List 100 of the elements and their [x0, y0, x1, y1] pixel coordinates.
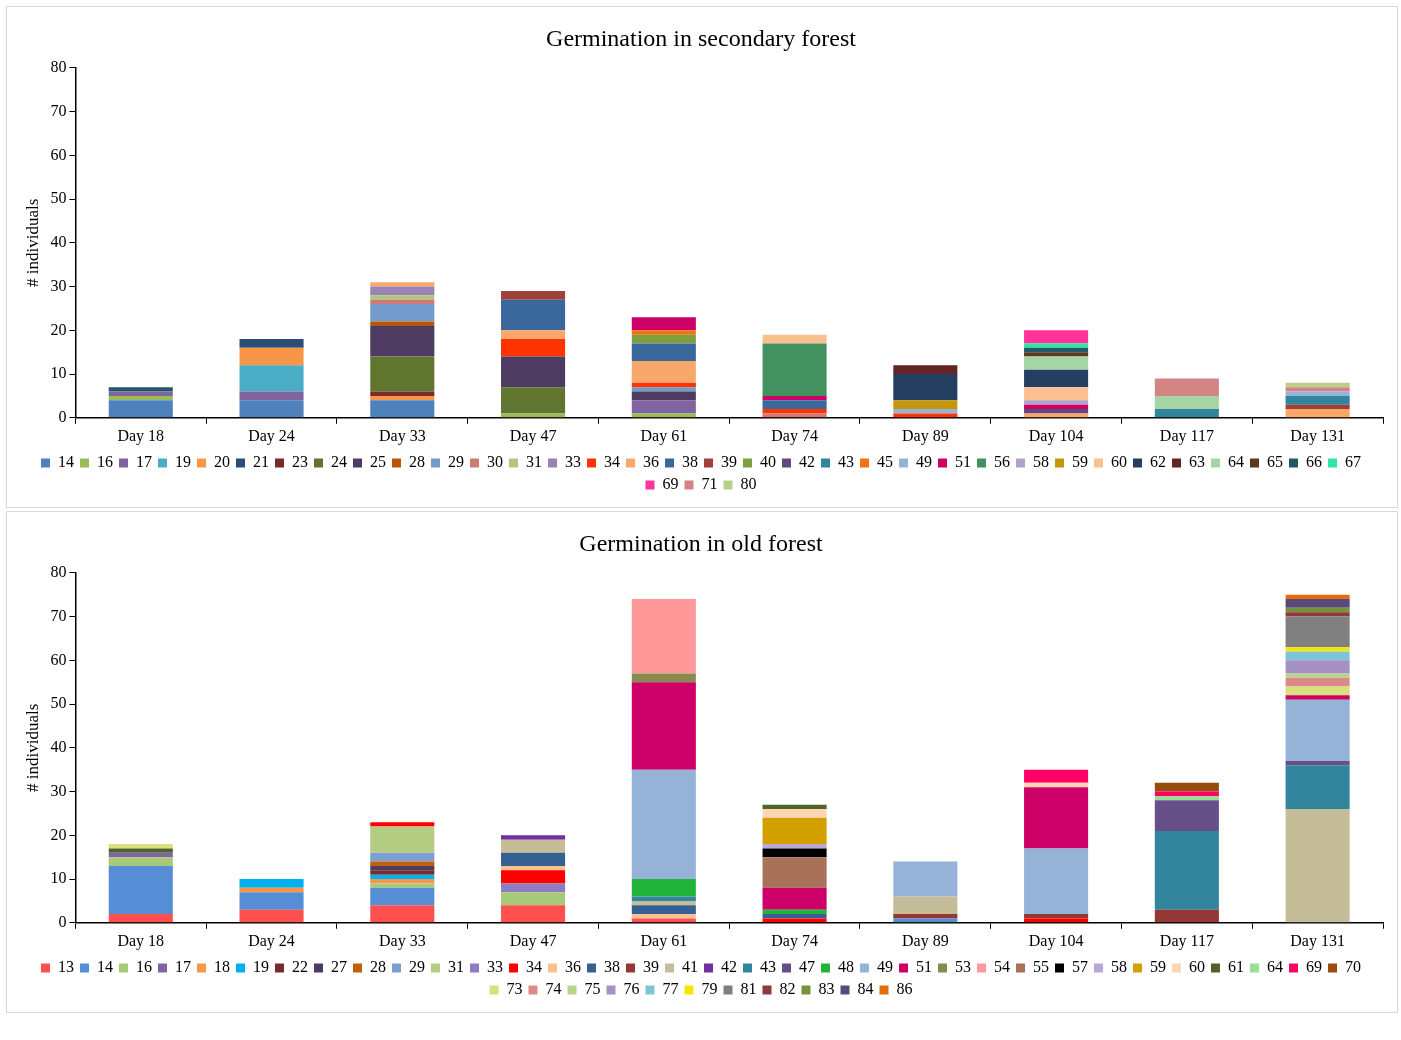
- legend-label: 65: [1267, 453, 1283, 471]
- bar: [762, 909, 827, 915]
- x-tick-label: Day 117: [1159, 426, 1214, 445]
- bar: [762, 918, 827, 923]
- legend-label: 42: [799, 453, 815, 471]
- legend-label: 31: [448, 958, 464, 976]
- legend-label: 86: [896, 980, 913, 998]
- bar: [762, 817, 827, 845]
- bar: [631, 413, 696, 418]
- bar: [631, 905, 696, 915]
- x-tick-label: Day 18: [117, 931, 165, 950]
- bar: [1285, 607, 1350, 613]
- legend-label: 60: [1189, 958, 1205, 976]
- legend-label: 67: [1345, 453, 1361, 471]
- legend-label: 61: [1228, 958, 1244, 976]
- y-tick-label: 80: [50, 563, 67, 580]
- bar: [370, 905, 435, 923]
- legend-label: 77: [662, 980, 679, 998]
- chart-title: Germination in secondary forest: [546, 24, 857, 51]
- bar: [501, 865, 566, 871]
- bar: [239, 365, 304, 392]
- bar: [501, 883, 566, 893]
- bar: [762, 413, 827, 418]
- legend-label: 34: [526, 958, 542, 976]
- bar: [1154, 800, 1219, 831]
- legend-label: 80: [740, 475, 757, 493]
- bar: [631, 391, 696, 401]
- bar: [1285, 382, 1350, 388]
- y-tick-label: 40: [50, 233, 67, 250]
- bar: [501, 413, 566, 418]
- bar: [893, 413, 958, 418]
- y-axis-title: # individuals: [22, 198, 42, 287]
- bar: [501, 339, 566, 357]
- legend-label: 47: [799, 958, 815, 976]
- bar: [762, 804, 827, 810]
- bar: [631, 334, 696, 344]
- y-tick-label: 50: [50, 694, 67, 712]
- bar: [239, 347, 304, 366]
- bar: [762, 848, 827, 858]
- bar: [501, 892, 566, 906]
- bar: [1024, 409, 1089, 414]
- bar: [631, 918, 696, 923]
- bar: [108, 400, 173, 418]
- bar: [239, 391, 304, 401]
- legend-label: 34: [604, 453, 620, 471]
- bar: [631, 360, 696, 383]
- legend-label: 59: [1150, 958, 1166, 976]
- legend-label: 74: [545, 980, 562, 998]
- legend-label: 82: [779, 980, 796, 998]
- y-tick-label: 60: [50, 145, 67, 163]
- legend-label: 40: [760, 453, 776, 471]
- bar: [1024, 369, 1089, 388]
- bar: [501, 290, 566, 300]
- bar: [1285, 660, 1350, 674]
- bar: [1154, 830, 1219, 910]
- legend-label: 19: [175, 453, 191, 471]
- x-tick-label: Day 89: [902, 426, 949, 445]
- legend-label: 42: [721, 958, 737, 976]
- legend-label: 69: [1306, 958, 1322, 976]
- bar: [1154, 378, 1219, 396]
- legend-label: 49: [877, 958, 893, 976]
- bar: [1024, 387, 1089, 401]
- legend-label: 81: [740, 980, 757, 998]
- legend-label: 60: [1111, 453, 1127, 471]
- y-tick-label: 10: [50, 364, 67, 382]
- legend-label: 38: [682, 453, 698, 471]
- bar: [1154, 791, 1219, 796]
- legend-label: 36: [643, 453, 659, 471]
- bar: [239, 879, 304, 888]
- x-tick-label: Day 24: [248, 426, 295, 445]
- bar: [1285, 395, 1350, 405]
- x-tick-label: Day 33: [378, 931, 426, 950]
- bar: [239, 909, 304, 923]
- bar: [631, 330, 696, 335]
- x-tick-label: Day 104: [1028, 426, 1084, 445]
- y-tick-label: 0: [58, 408, 67, 425]
- legend-label: 54: [994, 958, 1010, 976]
- bar: [631, 382, 696, 388]
- legend-label: 45: [877, 453, 893, 471]
- bar: [1285, 760, 1350, 766]
- bar: [631, 673, 696, 683]
- bar: [762, 857, 827, 888]
- bar: [370, 874, 435, 880]
- bar: [501, 852, 566, 866]
- bar: [370, 822, 435, 827]
- legend-label: 58: [1033, 453, 1049, 471]
- x-tick-label: Day 47: [509, 931, 557, 950]
- bar: [108, 914, 173, 923]
- bar: [1285, 673, 1350, 678]
- y-tick-label: 80: [50, 58, 67, 75]
- bar: [1154, 909, 1219, 923]
- bar: [1285, 699, 1350, 761]
- bar: [631, 387, 696, 392]
- bar: [762, 809, 827, 818]
- legend-label: 21: [253, 453, 269, 471]
- bar: [370, 391, 435, 396]
- bar: [762, 844, 827, 849]
- bar: [631, 914, 696, 919]
- bar: [1285, 695, 1350, 700]
- bar: [631, 769, 696, 880]
